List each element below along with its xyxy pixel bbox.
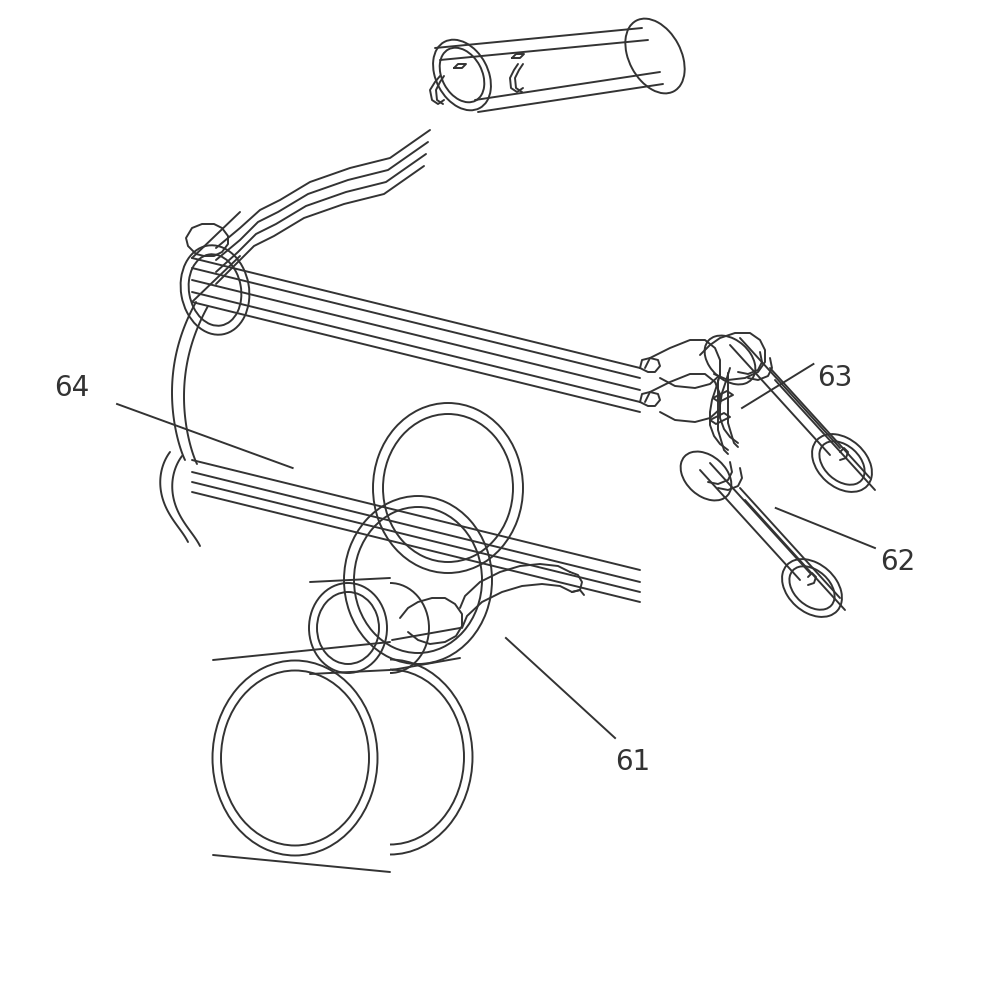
Text: 62: 62 [880,548,916,576]
Text: 61: 61 [615,748,651,776]
Text: 64: 64 [54,374,89,402]
Text: 63: 63 [817,364,853,392]
